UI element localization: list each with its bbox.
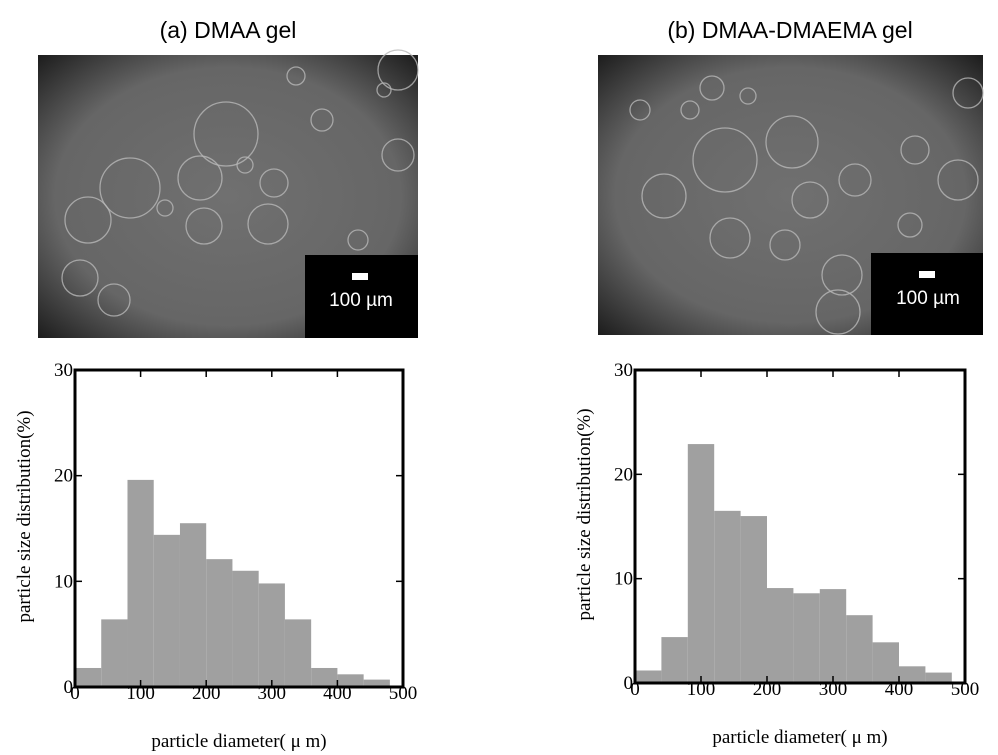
droplet xyxy=(97,283,131,317)
bar xyxy=(311,667,338,687)
y-tick-label: 0 xyxy=(64,677,74,698)
panel-title: (a) DMAA gel xyxy=(160,17,297,43)
x-tick-label: 0 xyxy=(70,683,80,704)
x-axis-label: particle diameter( μ m) xyxy=(151,731,326,752)
panel-title: (b) DMAA-DMAEMA gel xyxy=(667,17,912,43)
droplet xyxy=(247,203,289,245)
droplet xyxy=(177,155,223,201)
x-tick-label: 100 xyxy=(687,679,716,700)
bar xyxy=(179,523,207,687)
droplet xyxy=(629,99,651,121)
bar xyxy=(767,588,794,683)
bar xyxy=(153,534,180,687)
bar xyxy=(819,589,847,683)
bar xyxy=(872,642,899,683)
bar xyxy=(899,666,926,683)
droplet xyxy=(347,229,369,251)
x-tick-label: 300 xyxy=(819,679,848,700)
x-tick-label: 200 xyxy=(753,679,782,700)
bar xyxy=(127,479,154,687)
droplet xyxy=(838,163,872,197)
droplet xyxy=(236,156,254,174)
y-tick-label: 30 xyxy=(54,360,73,381)
plot-frame xyxy=(633,368,967,685)
y-axis-label: particle size distribution(%) xyxy=(574,408,595,620)
droplet xyxy=(61,259,99,297)
y-tick-label: 20 xyxy=(614,464,633,485)
bar xyxy=(846,615,873,683)
micrograph: 100 µm xyxy=(38,49,419,338)
bar xyxy=(258,583,285,687)
droplet xyxy=(709,217,751,259)
scale-bar-label: 100 µm xyxy=(896,288,960,309)
droplet xyxy=(692,127,758,193)
droplet xyxy=(376,82,392,98)
x-tick-label: 400 xyxy=(323,683,352,704)
bar xyxy=(101,619,128,687)
droplet xyxy=(769,229,801,261)
bar xyxy=(206,559,233,687)
bar xyxy=(284,619,312,687)
y-tick-label: 0 xyxy=(624,673,634,694)
y-tick-label: 10 xyxy=(614,569,633,590)
x-tick-label: 0 xyxy=(630,679,640,700)
droplet xyxy=(680,100,700,120)
bar xyxy=(661,637,688,683)
droplet xyxy=(821,254,863,296)
bar xyxy=(925,672,952,683)
droplet xyxy=(952,77,984,109)
bar xyxy=(793,593,820,683)
bar xyxy=(363,679,390,687)
x-tick-label: 500 xyxy=(389,683,418,704)
x-tick-label: 500 xyxy=(951,679,980,700)
bar xyxy=(714,510,741,683)
droplet xyxy=(286,66,306,86)
y-axis-label: particle size distribution(%) xyxy=(14,410,35,622)
x-tick-label: 200 xyxy=(192,683,221,704)
y-tick-label: 20 xyxy=(54,466,73,487)
bar xyxy=(740,516,767,683)
x-tick-label: 400 xyxy=(885,679,914,700)
bar xyxy=(232,570,259,687)
droplet xyxy=(900,135,930,165)
droplet xyxy=(185,207,223,245)
scale-bar-label: 100 µm xyxy=(329,290,393,311)
droplet xyxy=(156,199,174,217)
bar xyxy=(75,667,102,687)
x-tick-label: 100 xyxy=(126,683,155,704)
plot-frame xyxy=(73,368,405,689)
droplet xyxy=(699,75,725,101)
y-tick-label: 10 xyxy=(54,571,73,592)
droplet xyxy=(193,101,259,167)
droplet xyxy=(310,108,334,132)
droplet xyxy=(897,212,923,238)
droplet xyxy=(99,157,161,219)
droplet xyxy=(765,115,819,169)
x-axis-label: particle diameter( μ m) xyxy=(712,727,887,748)
droplet xyxy=(259,168,289,198)
droplet xyxy=(791,181,829,219)
y-tick-label: 30 xyxy=(614,360,633,381)
micrograph: 100 µm xyxy=(598,55,984,335)
droplet xyxy=(381,138,415,172)
droplet xyxy=(937,159,979,201)
x-tick-label: 300 xyxy=(258,683,287,704)
droplet xyxy=(815,289,861,335)
droplet xyxy=(64,196,112,244)
droplet xyxy=(641,173,687,219)
droplet xyxy=(377,49,419,91)
bar xyxy=(687,444,715,683)
bar xyxy=(635,670,662,683)
droplet xyxy=(739,87,757,105)
bar xyxy=(337,674,364,687)
